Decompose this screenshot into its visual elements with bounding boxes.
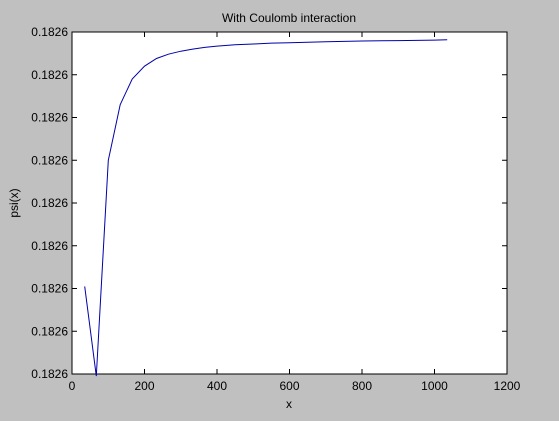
y-tick-label: 0.1826 xyxy=(31,239,68,253)
y-tick-label: 0.1826 xyxy=(31,153,68,167)
x-axis-label: x xyxy=(286,397,292,411)
y-tick-label: 0.1826 xyxy=(31,324,68,338)
ticks: 0 200 400 600 800 1000 1200 0.1826 0.1826 0.1826 0… xyxy=(31,25,520,393)
x-tick-label: 1000 xyxy=(421,379,448,393)
x-tick-label: 600 xyxy=(279,379,299,393)
y-tick-label: 0.1826 xyxy=(31,282,68,296)
y-axis-label: psi(x) xyxy=(7,188,21,217)
chart-title: With Coulomb interaction xyxy=(222,11,356,25)
y-tick-label: 0.1826 xyxy=(31,68,68,82)
y-tick-label: 0.1826 xyxy=(31,196,68,210)
x-tick-label: 400 xyxy=(207,379,227,393)
series-layer xyxy=(84,39,448,377)
plot-area xyxy=(71,31,508,375)
x-tick-label: 200 xyxy=(134,379,154,393)
x-tick-label: 1200 xyxy=(494,379,521,393)
y-tick-label: 0.1826 xyxy=(31,25,68,39)
y-tick-label: 0.1826 xyxy=(31,367,68,381)
series-line xyxy=(84,39,448,377)
x-tick-label: 800 xyxy=(352,379,372,393)
y-tick-label: 0.1826 xyxy=(31,111,68,125)
x-tick-label: 0 xyxy=(69,379,76,393)
